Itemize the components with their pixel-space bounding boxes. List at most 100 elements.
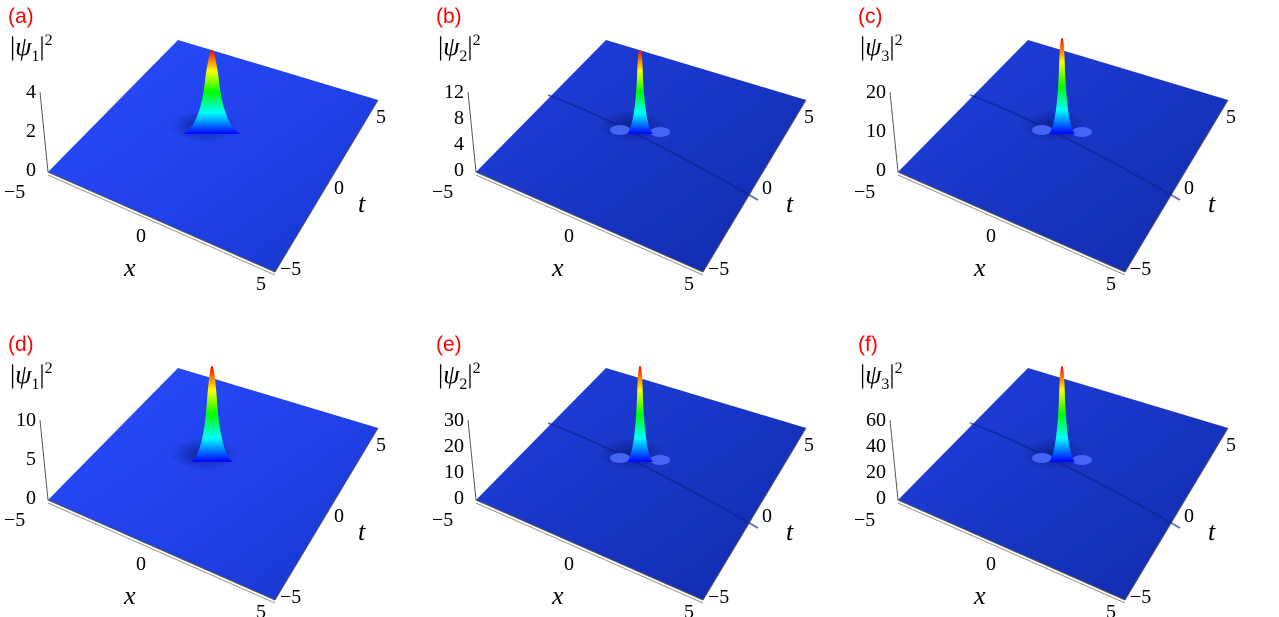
x-tick-label: 0	[564, 225, 574, 247]
surface-bump	[1032, 125, 1052, 135]
t-axis-label: t	[786, 517, 794, 546]
t-tick-label: 5	[804, 106, 814, 128]
x-axis-label: x	[123, 253, 136, 282]
surface-ridge	[969, 94, 1181, 201]
t-axis-label: t	[1208, 517, 1216, 546]
z-tick-label: 10	[16, 409, 36, 431]
panel-label: (f)	[858, 333, 878, 356]
surface-peak	[627, 49, 653, 134]
z-tick-label: 0	[876, 487, 886, 509]
z-tick-label: 0	[26, 159, 36, 181]
x-axis-shadow	[475, 502, 704, 604]
x-axis-line	[475, 171, 704, 273]
z-tick-label: 60	[866, 409, 886, 431]
x-tick-label: 5	[256, 273, 266, 295]
x-axis-label: x	[973, 581, 986, 610]
t-tick-label: 0	[334, 505, 344, 527]
z-tick-label: 0	[454, 159, 464, 181]
z-axis-line	[39, 91, 49, 173]
t-tick-label: −5	[708, 258, 729, 280]
surface-bump	[610, 453, 630, 463]
t-axis-line	[274, 427, 379, 601]
x-tick-label: 0	[986, 225, 996, 247]
z-tick-label: 0	[454, 487, 464, 509]
t-tick-label: −5	[1130, 258, 1151, 280]
surface-bump	[1072, 455, 1092, 465]
t-tick-label: 5	[1226, 106, 1236, 128]
z-axis-line	[467, 91, 477, 173]
z-tick-label: 5	[26, 448, 36, 470]
t-tick-label: 5	[376, 434, 386, 456]
z-axis-line	[467, 419, 477, 501]
z-tick-label: 10	[866, 120, 886, 142]
z-tick-label: 2	[26, 120, 36, 142]
z-axis-line	[889, 419, 899, 501]
surface-peak	[627, 366, 653, 462]
z-tick-label: 20	[866, 81, 886, 103]
x-axis-line	[47, 499, 276, 601]
surface-plane	[48, 368, 378, 600]
z-tick-label: 10	[444, 461, 464, 483]
t-tick-label: 0	[1184, 177, 1194, 199]
panel-label: (a)	[8, 5, 34, 28]
panel-label: (b)	[436, 5, 462, 28]
surface-bump	[1072, 127, 1092, 137]
t-tick-label: 0	[762, 177, 772, 199]
x-axis-label: x	[551, 581, 564, 610]
surface-bump	[650, 455, 670, 465]
t-tick-label: 5	[804, 434, 814, 456]
t-axis-label: t	[358, 189, 366, 218]
t-tick-label: −5	[708, 586, 729, 608]
x-axis-line	[897, 499, 1126, 601]
t-axis-line	[274, 99, 379, 273]
z-tick-label: 0	[26, 487, 36, 509]
x-axis-shadow	[47, 502, 276, 604]
surface-ridge	[547, 422, 759, 529]
z-tick-label: 40	[866, 435, 886, 457]
t-tick-label: −5	[280, 258, 301, 280]
x-axis-shadow	[475, 174, 704, 276]
z-axis-label: |ψ2|2	[438, 360, 481, 393]
z-tick-label: 4	[26, 81, 36, 103]
z-axis-label: |ψ3|2	[860, 360, 903, 393]
x-axis-shadow	[47, 174, 276, 276]
z-tick-label: 30	[444, 409, 464, 431]
x-axis-shadow	[897, 502, 1126, 604]
surface-peak	[183, 49, 241, 134]
surface-peak	[191, 366, 233, 462]
z-tick-label: 20	[866, 461, 886, 483]
panel-label: (c)	[858, 5, 883, 28]
t-axis-label: t	[358, 517, 366, 546]
x-tick-label: 0	[136, 553, 146, 575]
x-tick-label: −5	[4, 181, 25, 203]
surface-plane	[48, 40, 378, 272]
panel-label: (d)	[8, 333, 34, 356]
x-axis-label: x	[551, 253, 564, 282]
t-tick-label: −5	[280, 586, 301, 608]
x-axis-line	[47, 171, 276, 273]
x-tick-label: 5	[1106, 273, 1116, 295]
surface-bump	[610, 125, 630, 135]
surface-bump	[650, 127, 670, 137]
x-tick-label: −5	[854, 509, 875, 531]
x-axis-label: x	[973, 253, 986, 282]
x-axis-line	[475, 499, 704, 601]
t-axis-line	[1124, 99, 1229, 273]
panel-label: (e)	[436, 333, 462, 356]
x-tick-label: 0	[564, 553, 574, 575]
z-axis-label: |ψ2|2	[438, 32, 481, 65]
z-tick-label: 8	[454, 107, 464, 129]
z-axis-label: |ψ1|2	[10, 360, 53, 393]
surface-ridge	[547, 94, 759, 201]
x-tick-label: 0	[986, 553, 996, 575]
t-tick-label: 0	[334, 177, 344, 199]
t-tick-label: 5	[376, 106, 386, 128]
t-tick-label: 0	[762, 505, 772, 527]
z-tick-label: 20	[444, 435, 464, 457]
surface-ridge	[969, 422, 1181, 529]
t-tick-label: −5	[1130, 586, 1151, 608]
x-axis-shadow	[897, 174, 1126, 276]
